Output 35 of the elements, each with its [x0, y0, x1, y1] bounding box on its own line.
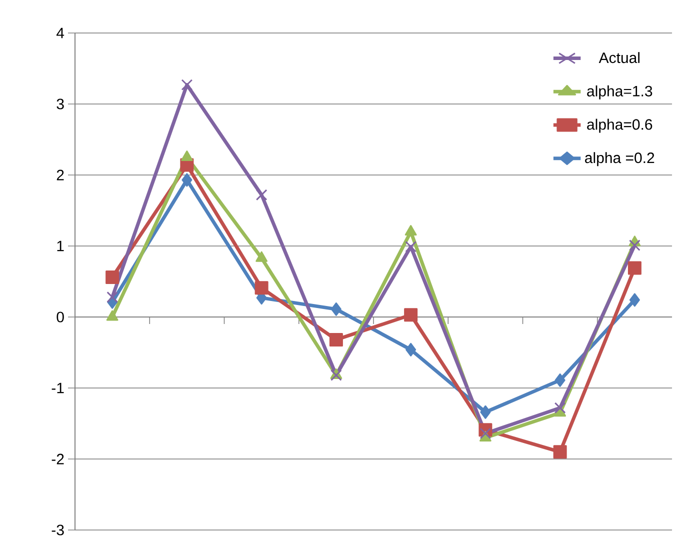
point — [404, 308, 418, 322]
point — [256, 251, 268, 262]
y-tick-label: 0 — [56, 312, 64, 322]
y-tick-label: 1 — [57, 240, 64, 252]
point — [406, 342, 416, 356]
point — [329, 332, 343, 346]
y-tick-label: -3 — [52, 524, 64, 536]
point — [480, 428, 492, 440]
point — [628, 261, 642, 275]
point — [181, 79, 193, 91]
y-tick-label: 3 — [56, 98, 64, 110]
point — [554, 373, 566, 387]
legend-label: Actual — [598, 52, 640, 64]
point — [180, 150, 193, 161]
point — [405, 241, 417, 252]
point — [553, 445, 567, 459]
legend-label: alpha=0.6 — [587, 118, 652, 133]
y-tick-label: 4 — [56, 28, 64, 38]
y-tick-label: -1 — [52, 382, 64, 394]
point — [254, 281, 268, 295]
point — [330, 302, 342, 316]
point — [480, 405, 491, 419]
legend-label: alpha=1.3 — [587, 85, 652, 100]
point — [106, 310, 118, 321]
point — [628, 240, 640, 251]
point — [554, 402, 566, 414]
point — [106, 270, 120, 284]
y-tick-label: -2 — [52, 454, 64, 464]
point — [182, 173, 192, 187]
point — [404, 225, 417, 236]
point — [256, 189, 268, 201]
y-tick-label: 2 — [56, 170, 64, 180]
legend-label: alpha =0.2 — [585, 152, 654, 166]
point — [106, 291, 118, 303]
point — [629, 293, 640, 307]
